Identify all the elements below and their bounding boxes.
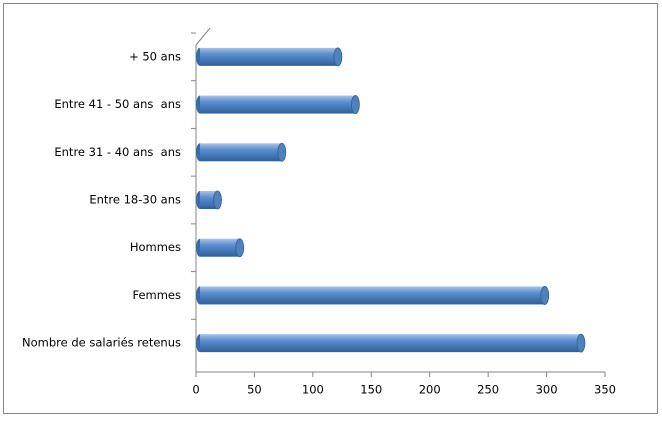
bar-cap bbox=[277, 142, 287, 162]
x-tick-label: 50 bbox=[247, 383, 262, 397]
y-tick-label: Nombre de salariés retenus bbox=[22, 336, 181, 350]
bar bbox=[200, 143, 282, 162]
bar bbox=[200, 95, 356, 114]
x-tick-label: 350 bbox=[594, 383, 616, 397]
y-tick-label: Hommes bbox=[130, 240, 181, 254]
axis-wall bbox=[195, 27, 211, 46]
bar-cap bbox=[540, 286, 550, 305]
bar bbox=[200, 47, 338, 66]
bar bbox=[200, 286, 545, 305]
bar-cap bbox=[235, 238, 245, 258]
x-tick-label: 200 bbox=[419, 383, 441, 397]
bar bbox=[200, 334, 581, 353]
bar-cap bbox=[351, 95, 360, 114]
x-tick-label: 0 bbox=[192, 383, 199, 397]
x-tick-label: 100 bbox=[302, 383, 324, 397]
bar bbox=[200, 238, 240, 257]
bar-cap bbox=[333, 47, 343, 67]
y-tick-label: Entre 41 - 50 ans ans bbox=[54, 97, 181, 111]
bar bbox=[200, 191, 218, 209]
x-tick-label: 300 bbox=[536, 383, 558, 397]
x-tick-label: 250 bbox=[477, 383, 499, 397]
y-tick-label: Femmes bbox=[132, 288, 181, 302]
bar-cap bbox=[213, 190, 222, 210]
y-tick-label: Entre 31 - 40 ans ans bbox=[54, 145, 181, 159]
bar-cap bbox=[576, 333, 586, 353]
y-tick-label: Entre 18-30 ans bbox=[89, 193, 181, 207]
x-tick-label: 150 bbox=[360, 383, 382, 397]
y-tick-label: + 50 ans bbox=[129, 49, 181, 63]
